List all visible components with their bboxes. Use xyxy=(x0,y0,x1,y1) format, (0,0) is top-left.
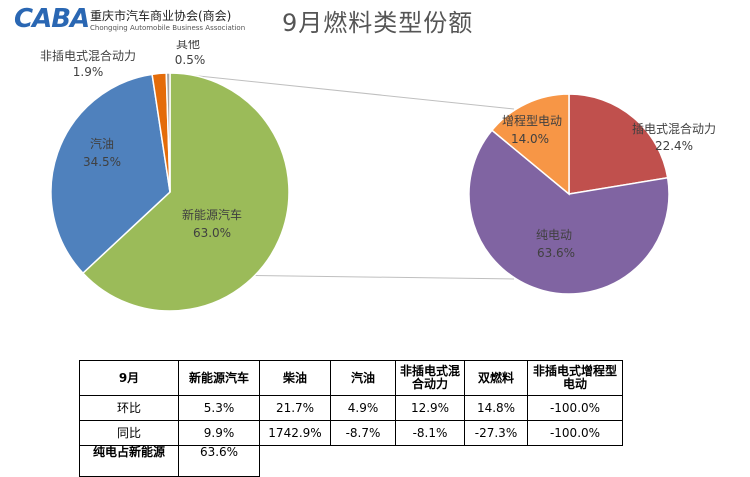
table-cell: 14.8% xyxy=(464,395,528,421)
table-cell: 4.9% xyxy=(330,395,396,421)
label-other-value: 0.5% xyxy=(175,53,206,67)
table-cell: 5.3% xyxy=(178,395,260,421)
slice-pure-electric xyxy=(468,129,670,295)
label-pure-electric-name: 纯电动 xyxy=(536,228,572,242)
table-row: 纯电占新能源 63.6% xyxy=(79,445,623,477)
table-header: 柴油 xyxy=(259,360,331,396)
chart-title: 9月燃料类型份额 xyxy=(282,9,474,37)
connector-line-top xyxy=(169,72,515,110)
label-plugin-hybrid-value: 22.4% xyxy=(655,139,693,153)
table-cell: 9.9% xyxy=(178,420,260,446)
table-cell: 纯电占新能源 xyxy=(79,445,179,477)
slice-new-energy xyxy=(81,72,290,312)
slice-plugin-hybrid xyxy=(568,93,669,195)
table-header: 新能源汽车 xyxy=(178,360,260,396)
label-other-name: 其他 xyxy=(176,40,200,51)
label-pure-electric-value: 63.6% xyxy=(537,246,575,260)
label-gasoline-value: 34.5% xyxy=(83,155,121,169)
label-range-extender-value: 14.0% xyxy=(511,132,549,146)
table-cell: 63.6% xyxy=(178,445,260,477)
logo-mark: CABA xyxy=(14,4,90,34)
label-non-plugin-hybrid-name: 非插电式混合动力 xyxy=(40,48,136,63)
table-header: 非插电式混合动力 xyxy=(395,360,465,396)
slice-range-extender xyxy=(490,93,570,196)
slice-other xyxy=(165,72,171,193)
table-cell: 1742.9% xyxy=(259,420,331,446)
table-header: 汽油 xyxy=(330,360,396,396)
table-cell: 12.9% xyxy=(395,395,465,421)
growth-table: 9月 新能源汽车 柴油 汽油 非插电式混合动力 双燃料 非插电式增程型电动 环比… xyxy=(79,360,623,477)
table-header-row: 9月 新能源汽车 柴油 汽油 非插电式混合动力 双燃料 非插电式增程型电动 xyxy=(79,360,623,396)
label-new-energy-name: 新能源汽车 xyxy=(182,207,242,222)
slice-gasoline xyxy=(50,73,171,275)
table-header: 9月 xyxy=(79,360,179,396)
logo-english-name: Chongqing Automobile Business Associatio… xyxy=(90,24,246,32)
table-cell: -8.1% xyxy=(395,420,465,446)
label-gasoline-name: 汽油 xyxy=(90,136,114,151)
caba-logo: CABA 重庆市汽车商业协会(商会) Chongqing Automobile … xyxy=(14,4,246,38)
table-cell: -27.3% xyxy=(464,420,528,446)
label-non-plugin-hybrid-value: 1.9% xyxy=(73,65,104,79)
table-header: 双燃料 xyxy=(464,360,528,396)
table-cell: -100.0% xyxy=(527,420,623,446)
table-header: 非插电式增程型电动 xyxy=(527,360,623,396)
table-row: 同比 9.9% 1742.9% -8.7% -8.1% -27.3% -100.… xyxy=(79,420,623,446)
table-cell: 同比 xyxy=(79,420,179,446)
table-cell: 21.7% xyxy=(259,395,331,421)
label-new-energy-value: 63.0% xyxy=(193,226,231,240)
table-cell: 环比 xyxy=(79,395,179,421)
table-row: 环比 5.3% 21.7% 4.9% 12.9% 14.8% -100.0% xyxy=(79,395,623,421)
logo-chinese-name: 重庆市汽车商业协会(商会) xyxy=(90,9,232,23)
table-cell: -8.7% xyxy=(330,420,396,446)
label-range-extender-name: 增程型电动 xyxy=(502,113,562,128)
label-plugin-hybrid-name: 插电式混合动力 xyxy=(632,121,716,136)
table-cell: -100.0% xyxy=(527,395,623,421)
pie-chart-area: 新能源汽车 63.0% 汽油 34.5% 非插电式混合动力 1.9% 其他 0.5% 插电式混合… xyxy=(40,40,716,312)
